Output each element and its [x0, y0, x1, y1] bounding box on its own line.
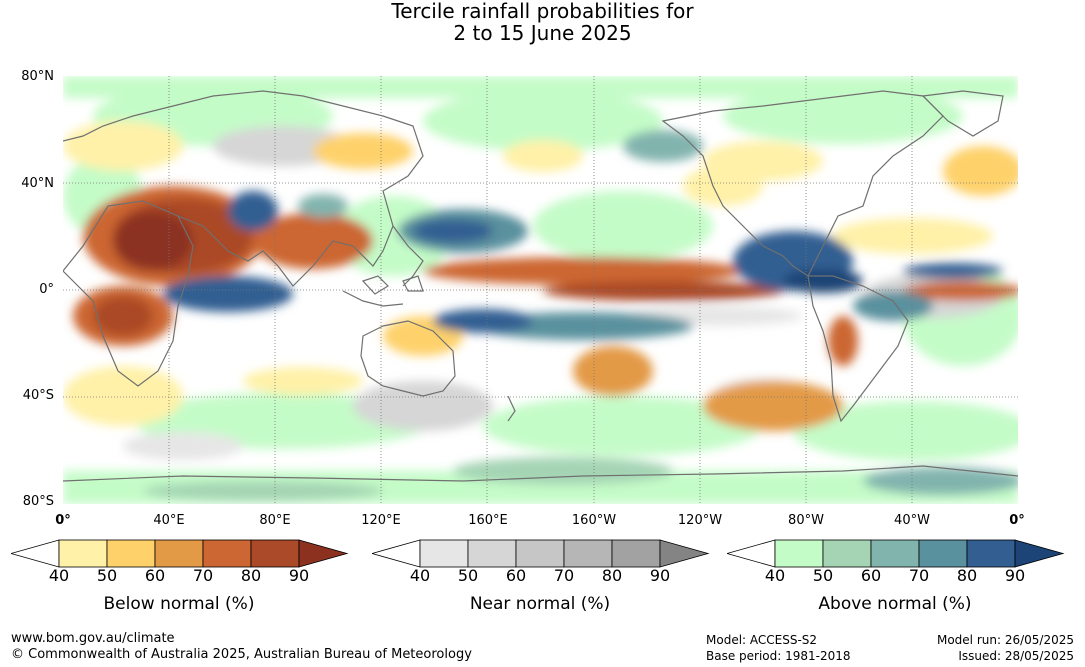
colorbar-segment — [966, 539, 1016, 568]
colorbar-above-tick: 40 — [764, 566, 786, 585]
colorbar-above-normal — [727, 539, 1065, 568]
colorbar-high-extend — [659, 539, 710, 568]
colorbar-low-extend — [11, 539, 60, 568]
colorbar-above-tick: 80 — [956, 566, 978, 585]
colorbar-near-tick: 90 — [649, 566, 671, 585]
colorbar-segment — [250, 539, 300, 568]
lon-label-80w: 80°W — [788, 513, 824, 528]
colorbar-high-extend — [1014, 539, 1065, 568]
colorbar-segment — [106, 539, 156, 568]
colorbar-segment — [419, 539, 469, 568]
colorbar-high-extend — [298, 539, 349, 568]
colorbar-segment — [467, 539, 517, 568]
colorbar-near-tick: 80 — [601, 566, 623, 585]
coastlines — [63, 90, 1018, 482]
colorbar-above-title: Above normal (%) — [818, 594, 972, 614]
colorbar-above-tick: 90 — [1004, 566, 1026, 585]
colorbar-segment — [822, 539, 872, 568]
lat-label-80s: 80°S — [22, 494, 54, 509]
colorbar-segment — [154, 539, 204, 568]
colorbar-near-normal — [372, 539, 710, 568]
lon-label-80e: 80°E — [259, 513, 291, 528]
lon-label-160e: 160°E — [468, 513, 508, 528]
lon-label-0-right: 0° — [1009, 513, 1025, 528]
lon-label-40w: 40°W — [894, 513, 930, 528]
model-run-text: Model run: 26/05/2025 — [936, 633, 1074, 647]
colorbar-near-tick: 70 — [553, 566, 575, 585]
graticule — [63, 76, 1018, 504]
colorbar-low-extend — [727, 539, 776, 568]
colorbar-below-tick: 60 — [144, 566, 166, 585]
issued-text: Issued: 28/05/2025 — [958, 649, 1074, 663]
lon-label-160w: 160°W — [571, 513, 617, 528]
lon-label-120e: 120°E — [361, 513, 401, 528]
colorbar-segment — [515, 539, 565, 568]
model-text: Model: ACCESS-S2 — [706, 633, 818, 647]
colorbar-above-tick: 70 — [908, 566, 930, 585]
colorbar-near-tick: 50 — [457, 566, 479, 585]
map-title-line2: 2 to 15 June 2025 — [453, 21, 632, 45]
colorbar-near-tick: 60 — [505, 566, 527, 585]
base-period-text: Base period: 1981-2018 — [706, 649, 851, 663]
colorbar-above-tick: 60 — [860, 566, 882, 585]
colorbar-segment — [870, 539, 920, 568]
website-text: www.bom.gov.au/climate — [11, 631, 175, 646]
colorbar-segment — [563, 539, 613, 568]
colorbar-segment — [202, 539, 252, 568]
probability-field — [63, 76, 1018, 504]
probability-map — [63, 76, 1018, 504]
colorbar-below-tick: 90 — [288, 566, 310, 585]
colorbar-segment — [58, 539, 108, 568]
colorbar-below-tick: 50 — [96, 566, 118, 585]
colorbar-below-normal — [11, 539, 349, 568]
lat-label-80n: 80°N — [21, 69, 54, 84]
copyright-text: © Commonwealth of Australia 2025, Austra… — [11, 647, 472, 662]
map-title-line1: Tercile rainfall probabilities for — [391, 0, 694, 23]
map-canvas — [63, 76, 1018, 504]
colorbar-below-tick: 80 — [240, 566, 262, 585]
colorbar-segment — [611, 539, 661, 568]
colorbar-segment — [774, 539, 824, 568]
lon-label-120w: 120°W — [677, 513, 723, 528]
colorbar-low-extend — [372, 539, 421, 568]
colorbar-segment — [918, 539, 968, 568]
colorbar-below-title: Below normal (%) — [103, 594, 255, 614]
lon-label-40e: 40°E — [153, 513, 185, 528]
lon-label-0: 0° — [55, 513, 71, 528]
colorbar-below-tick: 40 — [48, 566, 70, 585]
lat-label-40n: 40°N — [21, 176, 54, 191]
colorbar-above-tick: 50 — [812, 566, 834, 585]
colorbar-near-title: Near normal (%) — [469, 594, 611, 614]
colorbar-below-tick: 70 — [192, 566, 214, 585]
colorbar-near-tick: 40 — [409, 566, 431, 585]
lat-label-equator: 0° — [39, 282, 54, 297]
lat-label-40s: 40°S — [22, 388, 54, 403]
